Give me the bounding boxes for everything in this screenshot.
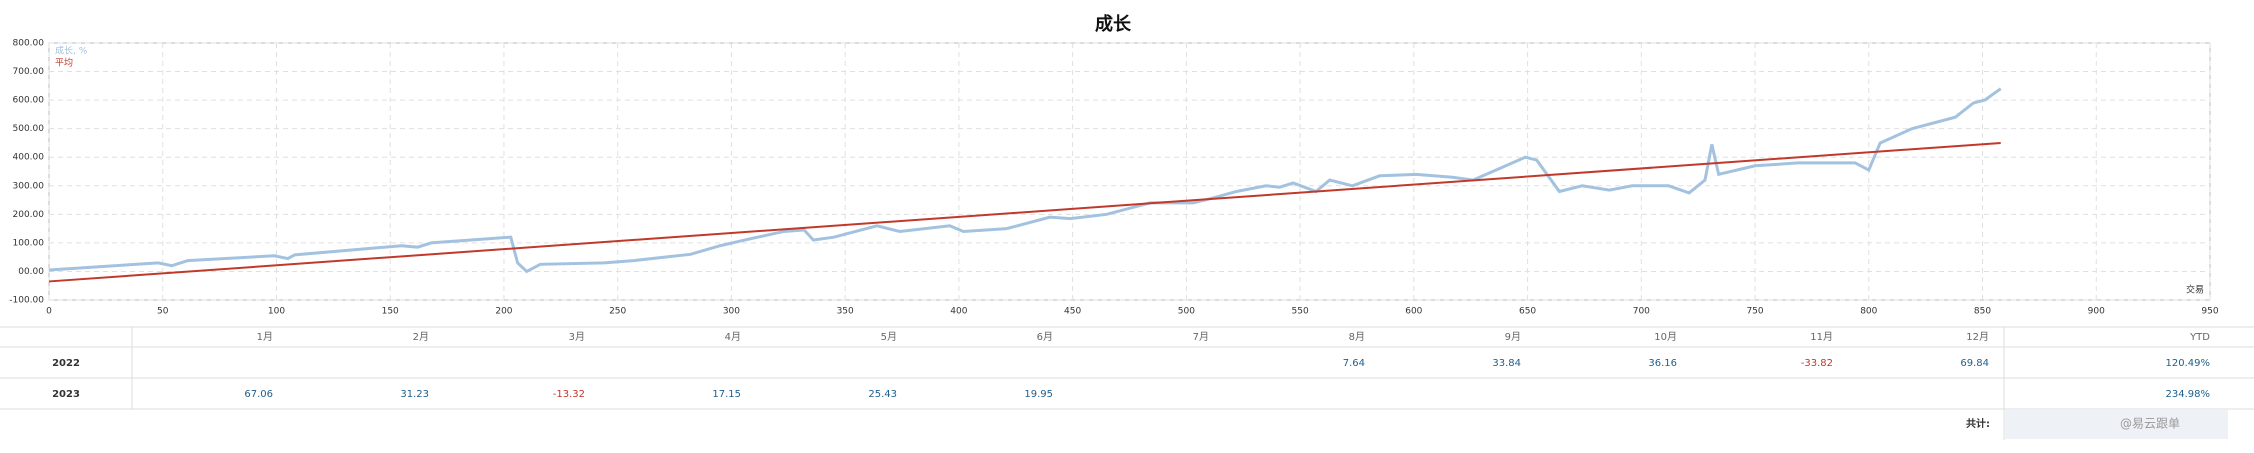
table-header: 11月 xyxy=(1810,331,1833,343)
x-tick-label: 300 xyxy=(723,307,740,317)
table-cell: -33.82 xyxy=(1801,358,1833,369)
table-header: 6月 xyxy=(1037,331,1053,343)
data-line xyxy=(48,141,2001,283)
x-tick-label: 250 xyxy=(609,307,626,317)
table-header: 1月 xyxy=(257,331,273,343)
row-year: 2023 xyxy=(52,389,80,400)
x-tick-label: 100 xyxy=(268,307,285,317)
plot-frame xyxy=(48,42,2211,301)
x-tick-label: 500 xyxy=(1178,307,1195,317)
table-header: 4月 xyxy=(725,331,741,343)
table-cell: -13.32 xyxy=(553,389,585,400)
x-axis-label: 交易 xyxy=(2186,284,2204,296)
total-cell xyxy=(2005,410,2228,439)
table-header: 5月 xyxy=(881,331,897,343)
table-cell: 19.95 xyxy=(1024,389,1053,400)
total-label: 共计: xyxy=(1966,417,1990,430)
y-tick-label: 100.00 xyxy=(13,238,45,248)
chart-title: 成长 xyxy=(1095,13,1132,35)
table-cell: 33.84 xyxy=(1492,358,1521,369)
table-cell: 67.06 xyxy=(244,389,273,400)
x-tick-label: 850 xyxy=(1974,307,1991,317)
x-tick-label: 200 xyxy=(495,307,512,317)
table-cell: 31.23 xyxy=(400,389,429,400)
row-year: 2022 xyxy=(52,358,80,369)
y-tick-label: 800.00 xyxy=(13,39,45,49)
y-tick-label: 400.00 xyxy=(13,153,45,163)
y-tick-label: 200.00 xyxy=(13,210,45,220)
x-tick-label: 700 xyxy=(1633,307,1650,317)
y-tick-label: 500.00 xyxy=(13,124,45,134)
table-ytd: 120.49% xyxy=(2166,358,2211,369)
table-header: 7月 xyxy=(1193,331,1209,343)
table-header: 12月 xyxy=(1966,331,1989,343)
legend-entry: 成长, % xyxy=(55,45,88,57)
x-tick-label: 150 xyxy=(382,307,399,317)
x-tick-label: 550 xyxy=(1292,307,1309,317)
x-tick-label: 350 xyxy=(837,307,854,317)
table-header: 8月 xyxy=(1349,331,1365,343)
x-tick-label: 900 xyxy=(2088,307,2105,317)
y-tick-label: 600.00 xyxy=(13,96,45,106)
table-header: 10月 xyxy=(1654,331,1677,343)
y-tick-label: 300.00 xyxy=(13,181,45,191)
table-cell: 36.16 xyxy=(1648,358,1677,369)
x-tick-label: 400 xyxy=(950,307,967,317)
table-cell: 7.64 xyxy=(1343,358,1365,369)
x-tick-label: 600 xyxy=(1405,307,1422,317)
x-tick-label: 800 xyxy=(1860,307,1877,317)
table-cell: 25.43 xyxy=(868,389,897,400)
x-tick-label: 650 xyxy=(1519,307,1536,317)
x-tick-label: 950 xyxy=(2201,307,2218,317)
y-tick-label: -100.00 xyxy=(9,296,44,306)
table-cell: 17.15 xyxy=(712,389,741,400)
table-header: 2月 xyxy=(413,331,429,343)
x-tick-label: 50 xyxy=(157,307,169,317)
y-tick-label: 00.00 xyxy=(18,267,44,277)
table-header: YTD xyxy=(2189,332,2210,343)
y-tick-label: 700.00 xyxy=(13,67,45,77)
legend-entry: 平均 xyxy=(55,57,73,69)
watermark: @易云跟单 xyxy=(2120,417,2180,431)
data-line xyxy=(48,87,2002,274)
table-cell: 69.84 xyxy=(1960,358,1989,369)
x-tick-label: 450 xyxy=(1064,307,1081,317)
x-tick-label: 750 xyxy=(1746,307,1763,317)
table-ytd: 234.98% xyxy=(2166,389,2211,400)
x-tick-label: 0 xyxy=(46,307,52,317)
table-header: 3月 xyxy=(569,331,585,343)
table-header: 9月 xyxy=(1505,331,1521,343)
